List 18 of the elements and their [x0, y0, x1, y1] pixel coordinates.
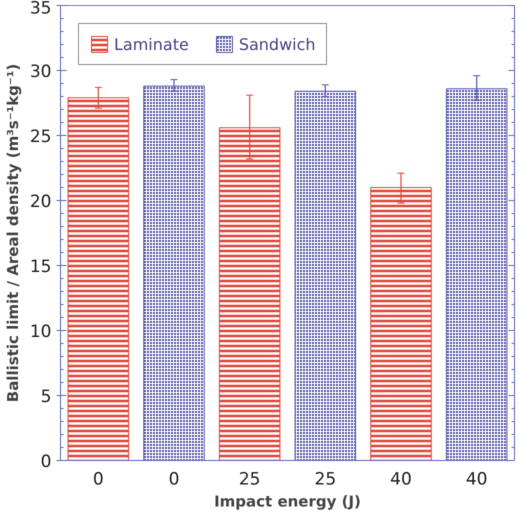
- x-tick-label: 25: [238, 470, 260, 490]
- y-tick-label: 10: [30, 322, 52, 342]
- y-tick-label: 35: [30, 0, 52, 18]
- y-tick-label: 25: [30, 127, 52, 147]
- x-axis-title: Impact energy (J): [214, 492, 361, 510]
- x-tick-label: 25: [314, 470, 336, 490]
- x-tick-label: 0: [168, 470, 180, 490]
- y-tick-label: 15: [30, 257, 52, 277]
- y-tick-label: 0: [40, 452, 52, 472]
- y-axis-title: Ballistic limit / Areal density (m³s⁻¹kg⁻¹): [4, 64, 22, 402]
- legend-label: Sandwich: [238, 34, 316, 54]
- x-tick-label: 40: [390, 470, 412, 490]
- x-tick-label: 40: [466, 470, 488, 490]
- x-tick-label: 0: [92, 470, 104, 490]
- y-tick-label: 20: [30, 192, 52, 212]
- legend-label: Laminate: [114, 34, 189, 54]
- y-tick-label: 30: [30, 62, 52, 82]
- y-tick-label: 5: [40, 387, 52, 407]
